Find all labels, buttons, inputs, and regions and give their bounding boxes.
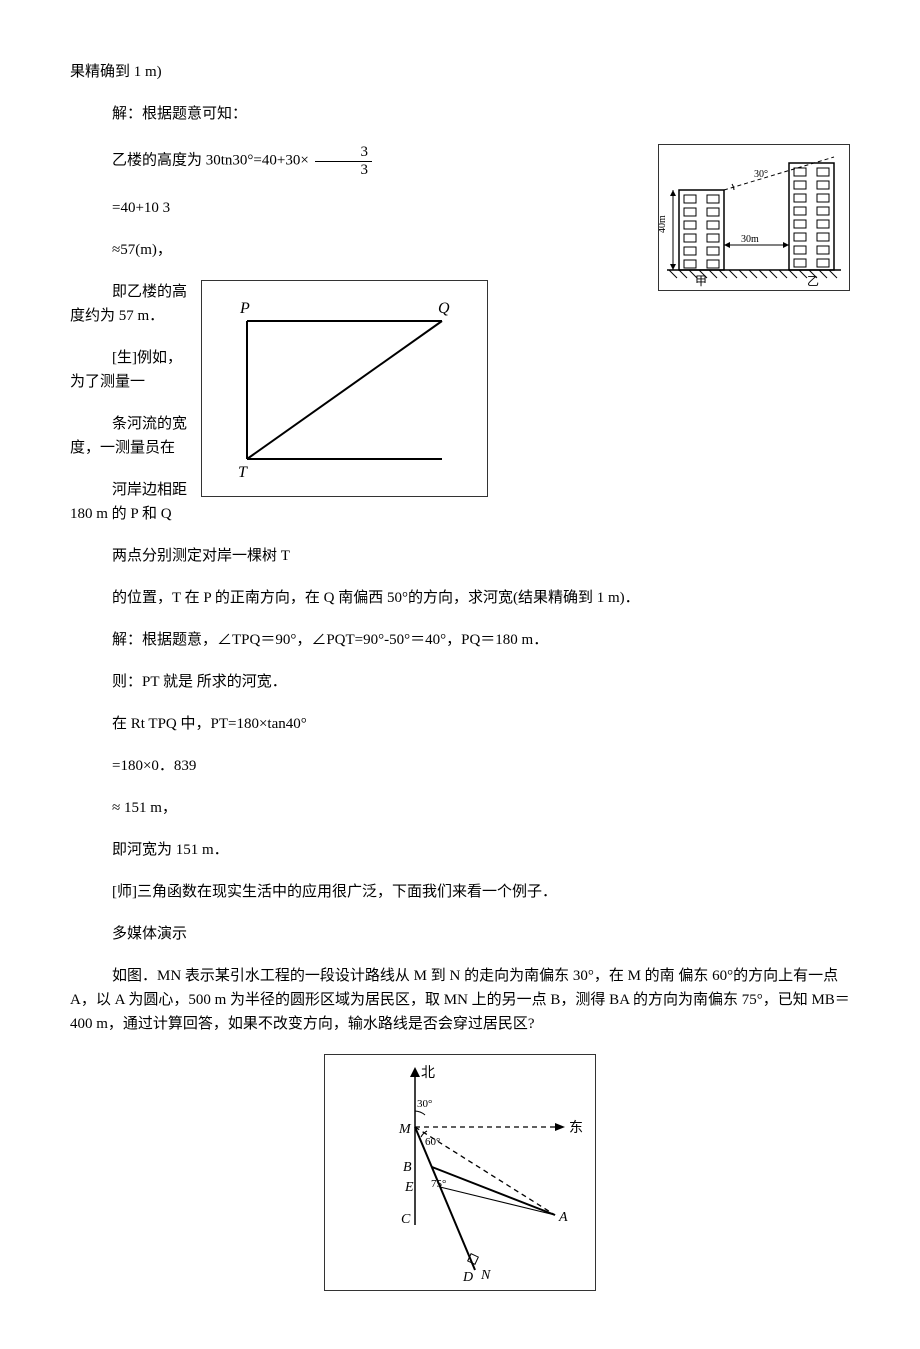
svg-text:Q: Q [438, 300, 450, 317]
svg-text:北: 北 [421, 1065, 435, 1081]
svg-text:D: D [462, 1270, 473, 1285]
svg-text:B: B [403, 1160, 412, 1175]
bearing-diagram: 北 东 30° 60° 75° M B E C D N A [324, 1054, 596, 1291]
fraction: 3 3 [315, 144, 373, 178]
svg-text:E: E [404, 1180, 414, 1195]
intro-line: 果精确到 1 m) [70, 60, 850, 84]
svg-text:M: M [398, 1122, 412, 1137]
river-calc: =180×0．839 [70, 754, 850, 778]
svg-text:东: 东 [569, 1120, 583, 1136]
svg-text:A: A [558, 1210, 568, 1225]
svg-text:75°: 75° [431, 1178, 446, 1190]
svg-text:30°: 30° [754, 169, 768, 180]
svg-text:60°: 60° [425, 1136, 440, 1148]
river-rt: 在 Rt TPQ 中，PT=180×tan40° [70, 712, 850, 736]
multimedia-label: 多媒体演示 [70, 922, 850, 946]
river-concl: 即河宽为 151 m． [70, 838, 850, 862]
river-approx: ≈ 151 m， [70, 796, 850, 820]
river-req: 则：PT 就是 所求的河宽． [70, 670, 850, 694]
svg-text:30m: 30m [741, 234, 759, 245]
svg-text:30°: 30° [417, 1098, 432, 1110]
river-l4: 两点分别测定对岸一棵树 T [70, 544, 390, 568]
svg-text:T: T [238, 464, 248, 481]
document-content: 果精确到 1 m) 解：根据题意可知： [70, 60, 850, 1291]
svg-text:P: P [239, 300, 250, 317]
river-l5: 的位置，T 在 P 的正南方向，在 Q 南偏西 50°的方向，求河宽(结果精确到… [70, 586, 850, 610]
svg-text:甲: 甲 [695, 274, 707, 288]
teacher-line: [师]三角函数在现实生活中的应用很广泛，下面我们来看一个例子． [70, 880, 850, 904]
building-diagram: 40m 30° 30m 甲 乙 [658, 144, 850, 291]
svg-text:乙: 乙 [807, 274, 819, 288]
svg-text:40m: 40m [658, 215, 668, 233]
river-sol: 解：根据题意，∠TPQ＝90°，∠PQT=90°-50°＝40°，PQ＝180 … [70, 628, 850, 652]
svg-text:N: N [480, 1268, 491, 1283]
svg-text:C: C [401, 1212, 411, 1227]
solution-label-1: 解：根据题意可知： [70, 102, 850, 126]
problem-text: 如图．MN 表示某引水工程的一段设计路线从 M 到 N 的走向为南偏东 30°，… [70, 964, 850, 1036]
river-diagram: P Q T [201, 280, 488, 497]
